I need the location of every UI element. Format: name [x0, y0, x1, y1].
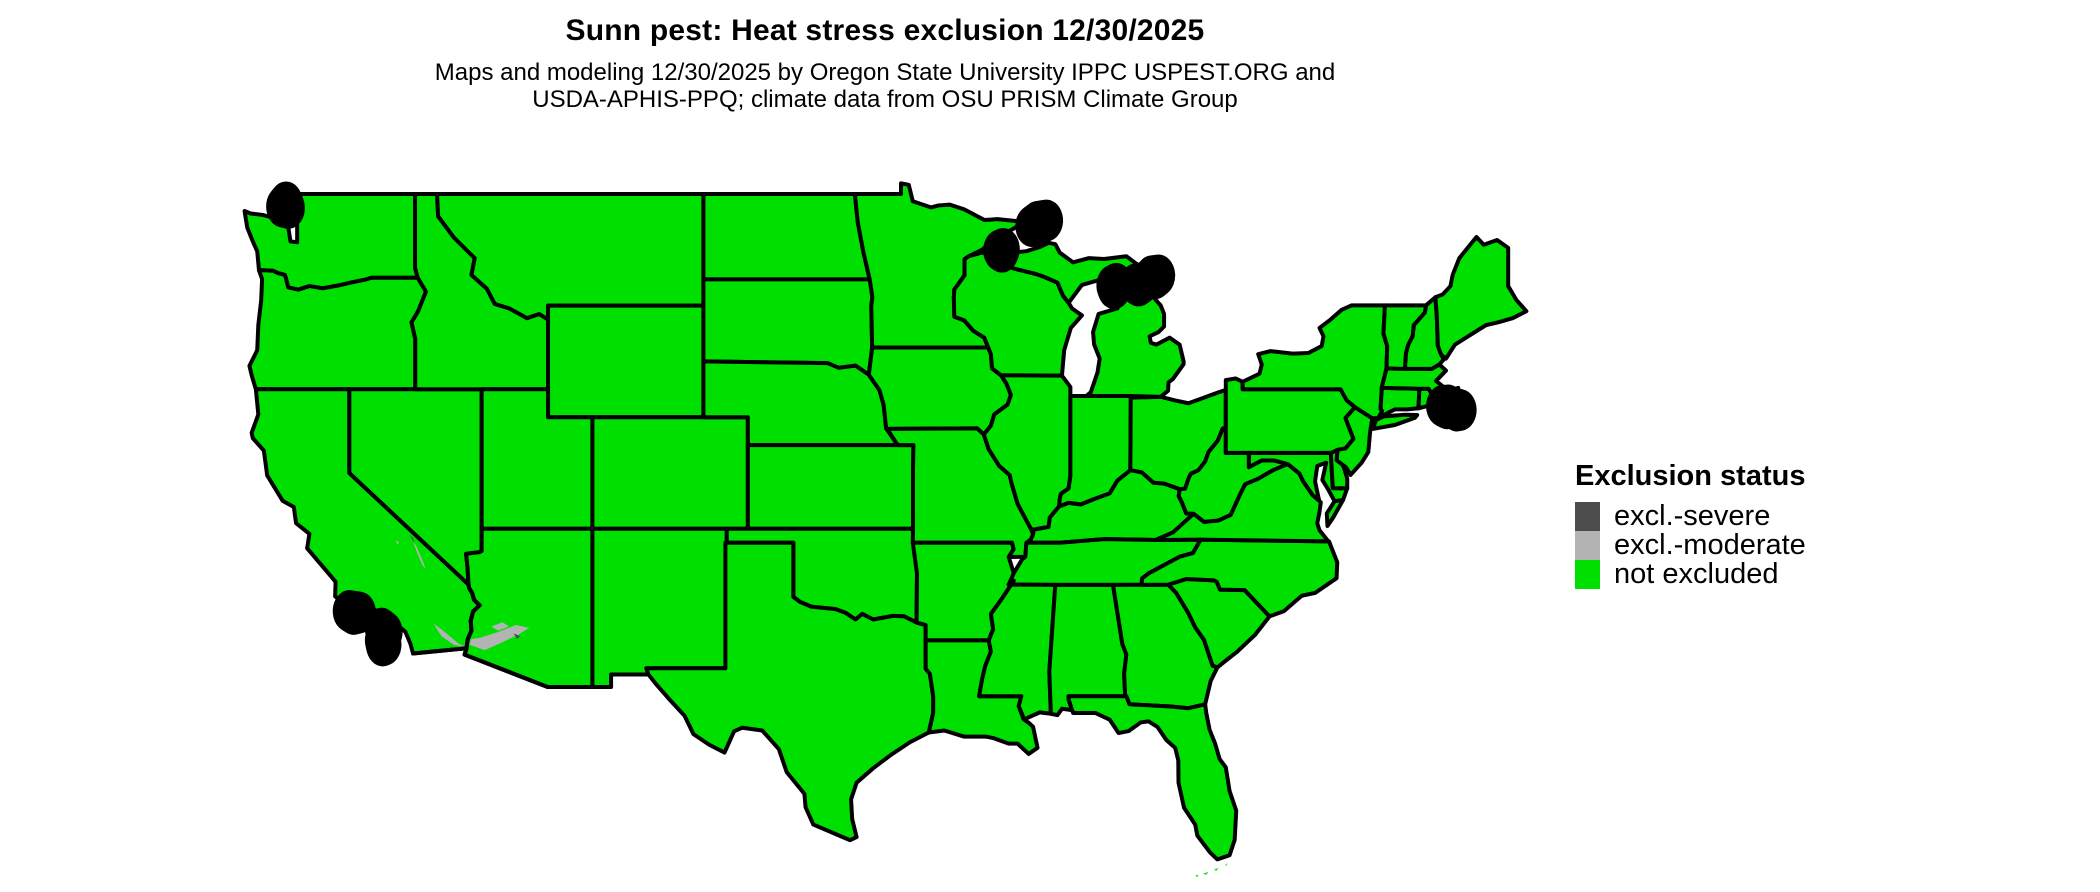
san-juan-islands: [266, 181, 305, 229]
ca-mexico-border-overlay: [413, 648, 467, 653]
patch-moderate-az-lobe: [491, 622, 510, 631]
beaver-island: [1096, 262, 1134, 310]
state-nd: [703, 194, 869, 279]
islands-layer: [266, 181, 1477, 877]
isle-royale: [1015, 199, 1064, 248]
map-credit-subtitle: Maps and modeling 12/30/2025 by Oregon S…: [0, 59, 1770, 113]
santa-cruz-island: [332, 590, 376, 635]
patch-moderate-death-valley: [408, 532, 426, 570]
state-nj: [1337, 407, 1373, 475]
drummond-island: [1135, 254, 1176, 300]
patch-moderate-az-southwest: [469, 625, 530, 651]
border-overlay-layer: [413, 585, 548, 687]
state-nm: [592, 529, 726, 687]
legend-swatch-moderate: [1575, 531, 1600, 560]
states-layer: [245, 183, 1527, 859]
state-ks: [748, 445, 914, 529]
state-nc: [1141, 540, 1337, 617]
legend-title: Exclusion status: [1575, 460, 1806, 492]
san-clemente-island: [364, 619, 402, 667]
legend-swatch-severe: [1575, 502, 1600, 531]
state-me: [1435, 237, 1526, 359]
florida-keys: [1225, 863, 1228, 866]
state-or: [249, 270, 425, 389]
exclusion-patches-layer: [395, 532, 530, 651]
legend-label-moderate: excl.-moderate: [1614, 529, 1806, 561]
legend-swatch-not-excluded: [1575, 560, 1600, 589]
florida-keys: [1202, 871, 1209, 875]
legend-item-moderate: excl.-moderate: [1575, 529, 1806, 561]
state-wy: [548, 306, 703, 418]
legend-item-severe: excl.-severe: [1575, 500, 1806, 532]
state-tx: [646, 543, 933, 840]
patch-severe-az: [513, 633, 521, 640]
state-fl: [1069, 696, 1237, 859]
nantucket: [1438, 387, 1477, 432]
legend-label-severe: excl.-severe: [1614, 500, 1771, 532]
legend-label-not-excluded: not excluded: [1614, 558, 1779, 590]
state-va-eastern-shore: [1327, 500, 1343, 526]
page-title: Sunn pest: Heat stress exclusion 12/30/2…: [565, 14, 1205, 47]
subtitle-line-1: Maps and modeling 12/30/2025 by Oregon S…: [434, 59, 1336, 86]
legend: Exclusion status excl.-severe excl.-mode…: [1575, 460, 1806, 590]
patch-moderate-owens: [395, 539, 400, 545]
state-co: [592, 417, 747, 529]
state-mi-lower: [1086, 284, 1183, 397]
legend-item-not-excluded: not excluded: [1575, 558, 1806, 590]
subtitle-line-2: USDA-APHIS-PPQ; climate data from OSU PR…: [532, 86, 1238, 113]
header: Sunn pest: Heat stress exclusion 12/30/2…: [0, 14, 1770, 113]
florida-keys: [1195, 874, 1199, 877]
florida-keys: [1214, 867, 1219, 871]
apostle-islands: [983, 228, 1020, 273]
